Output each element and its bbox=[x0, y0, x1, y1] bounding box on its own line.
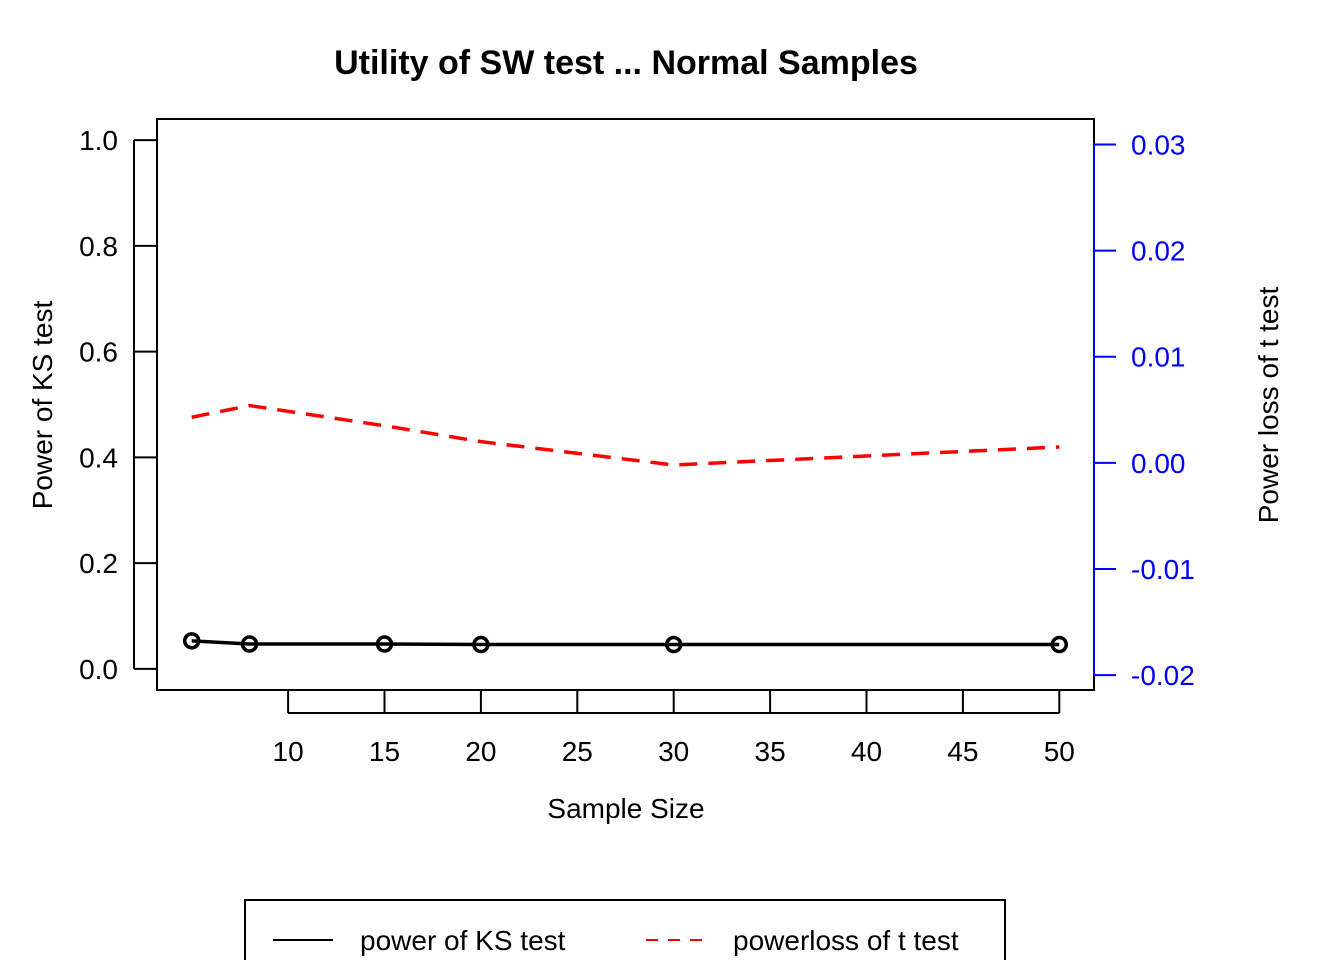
left-y-axis-label: Power of KS test bbox=[27, 301, 58, 510]
x-tick-label: 45 bbox=[947, 736, 978, 767]
left-tick-label: 1.0 bbox=[79, 125, 118, 156]
left-tick-label: 0.8 bbox=[79, 231, 118, 262]
right-tick-label: 0.03 bbox=[1131, 129, 1186, 160]
series-0-point bbox=[472, 635, 490, 654]
x-tick-label: 30 bbox=[658, 736, 689, 767]
legend: power of KS test powerloss of t test bbox=[244, 899, 1006, 960]
right-tick-label: -0.02 bbox=[1131, 660, 1195, 691]
right-tick-label: 0.00 bbox=[1131, 448, 1186, 479]
x-tick-label: 15 bbox=[369, 736, 400, 767]
right-y-axis: -0.02 -0.01 0.00 0.01 0.02 0.03 bbox=[1093, 129, 1195, 691]
legend-label-ks: power of KS test bbox=[360, 925, 566, 956]
right-tick-label: 0.01 bbox=[1131, 342, 1186, 373]
left-tick-label: 0.0 bbox=[79, 654, 118, 685]
chart-title: Utility of SW test ... Normal Samples bbox=[334, 44, 918, 82]
right-tick-label: -0.01 bbox=[1131, 554, 1195, 585]
right-tick-label: 0.02 bbox=[1131, 236, 1186, 267]
x-tick-label: 50 bbox=[1044, 736, 1075, 767]
series-0-point bbox=[240, 635, 259, 653]
left-y-axis: 0.0 0.2 0.4 0.6 0.8 1.0 bbox=[79, 125, 157, 685]
plot-frame bbox=[156, 118, 1095, 691]
series-0-point bbox=[664, 635, 683, 654]
legend-label-t: powerloss of t test bbox=[733, 925, 959, 956]
series-layer bbox=[182, 403, 1069, 654]
left-tick-label: 0.6 bbox=[79, 337, 118, 368]
x-axis-label: Sample Size bbox=[547, 793, 704, 824]
x-tick-label: 25 bbox=[562, 736, 593, 767]
series-0-point bbox=[375, 635, 394, 653]
series-0-point bbox=[1050, 635, 1069, 654]
x-tick-label: 40 bbox=[851, 736, 882, 767]
x-tick-label: 35 bbox=[755, 736, 786, 767]
left-tick-label: 0.4 bbox=[79, 442, 118, 473]
left-tick-label: 0.2 bbox=[79, 548, 118, 579]
series-line-1 bbox=[191, 403, 1060, 467]
x-tick-label: 10 bbox=[273, 736, 304, 767]
x-tick-label: 20 bbox=[465, 736, 496, 767]
legend-box bbox=[244, 899, 1006, 960]
right-y-axis-label: Power loss of t test bbox=[1253, 287, 1284, 524]
x-axis: 10 15 20 25 30 35 40 45 50 bbox=[273, 690, 1075, 767]
series-line-0 bbox=[191, 639, 1060, 647]
series-0-point bbox=[182, 632, 201, 650]
